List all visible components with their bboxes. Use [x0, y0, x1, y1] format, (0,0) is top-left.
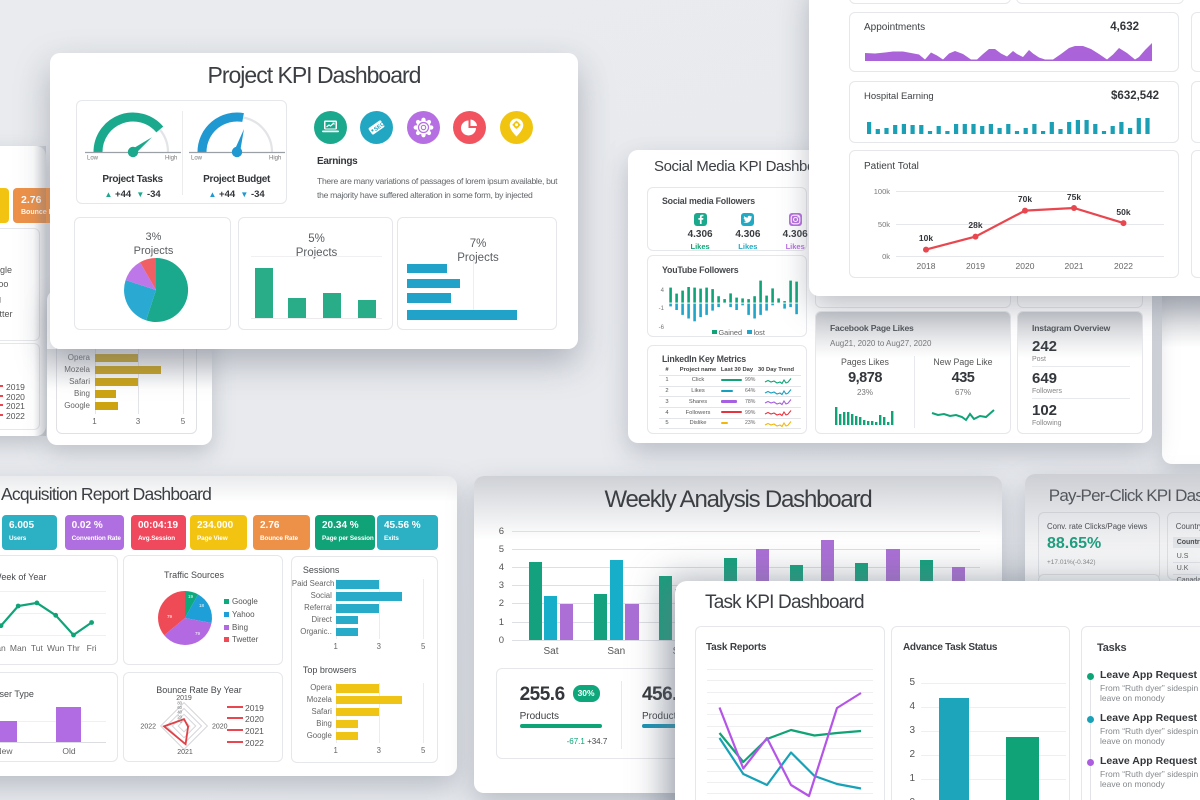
svg-text:2019: 2019	[176, 695, 192, 702]
svg-text:High: High	[269, 156, 281, 162]
svg-text:79: 79	[195, 631, 201, 636]
svg-text:High: High	[165, 156, 177, 162]
svg-text:2021: 2021	[177, 749, 193, 756]
svg-text:60: 60	[177, 705, 182, 710]
svg-text:2020: 2020	[212, 723, 228, 730]
svg-text:19: 19	[188, 594, 194, 599]
svg-text:0: 0	[179, 719, 182, 724]
svg-text:Low: Low	[87, 156, 99, 162]
svg-text:79: 79	[167, 614, 173, 619]
svg-text:SEO: SEO	[373, 121, 387, 133]
svg-text:80: 80	[177, 700, 182, 705]
svg-text:18: 18	[199, 603, 205, 608]
svg-text:Low: Low	[191, 156, 203, 162]
svg-text:40: 40	[177, 710, 182, 715]
svg-text:2022: 2022	[140, 723, 156, 730]
svg-text:20: 20	[177, 714, 182, 719]
